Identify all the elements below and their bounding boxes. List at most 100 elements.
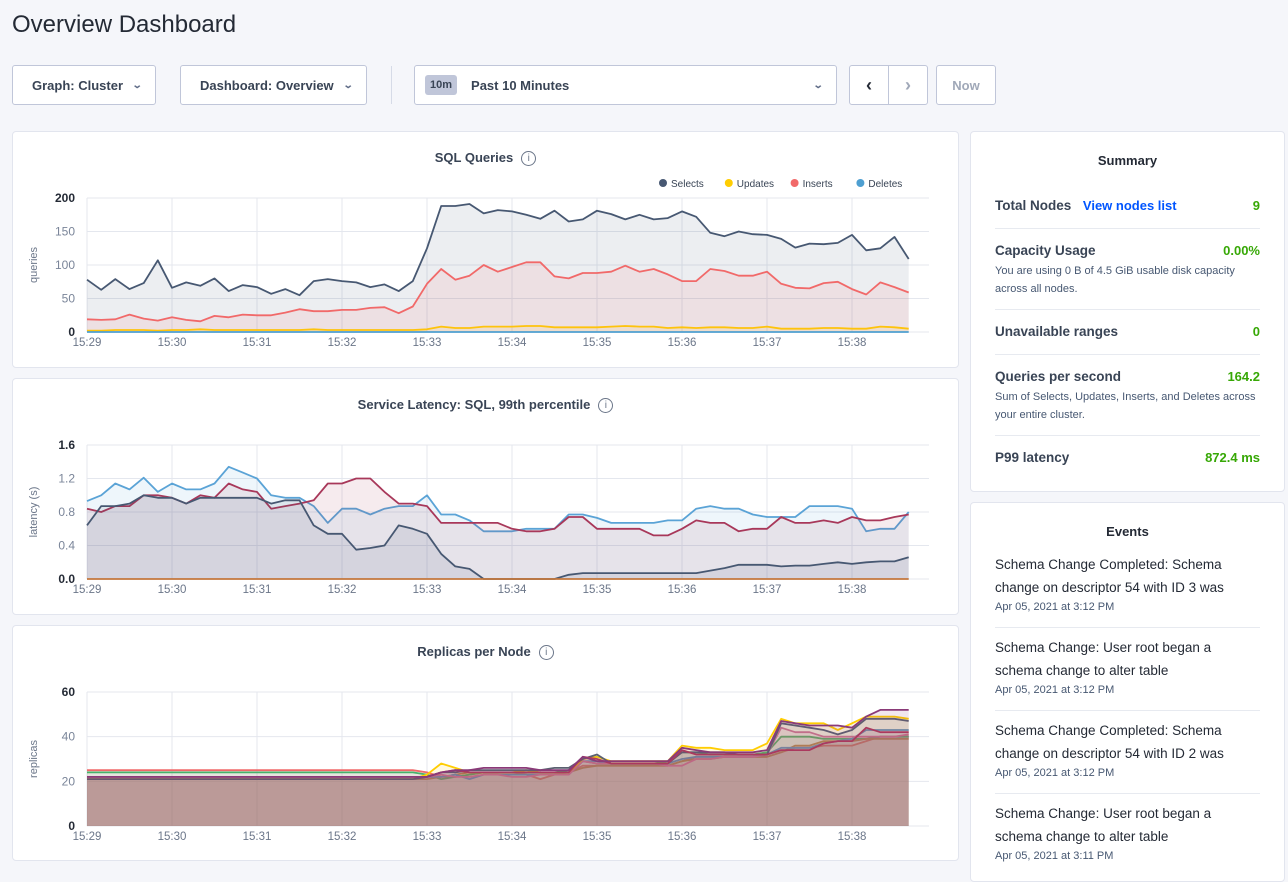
event-item[interactable]: Schema Change Completed: Schema change o… xyxy=(995,719,1260,781)
x-tick-label: 15:29 xyxy=(73,831,102,843)
event-item[interactable]: Schema Change: User root began a schema … xyxy=(995,636,1260,698)
toolbar-divider xyxy=(391,66,392,104)
series-line xyxy=(86,261,910,323)
divider xyxy=(995,710,1260,711)
x-tick-label: 15:33 xyxy=(413,584,442,596)
series-line xyxy=(87,709,909,778)
time-range-selector[interactable]: 10m Past 10 Minutes ⌄ xyxy=(414,65,837,105)
legend-marker xyxy=(724,179,733,187)
time-range-label: Past 10 Minutes xyxy=(471,77,570,93)
x-tick-label: 15:37 xyxy=(753,337,782,349)
x-tick-label: 15:38 xyxy=(838,584,867,596)
x-tick-label: 15:35 xyxy=(583,584,612,596)
info-icon[interactable]: i xyxy=(598,398,614,414)
series-line xyxy=(86,203,910,297)
x-tick-label: 15:36 xyxy=(668,831,697,843)
chevron-down-icon: ⌄ xyxy=(342,79,354,91)
capacity-label: Capacity Usage xyxy=(995,243,1096,258)
x-tick-label: 15:32 xyxy=(328,584,357,596)
series-area xyxy=(87,262,909,332)
y-tick-label: 0.8 xyxy=(58,505,75,519)
info-icon[interactable]: i xyxy=(521,151,537,167)
legend-marker xyxy=(856,179,865,187)
y-tick-label: 50 xyxy=(62,292,76,306)
event-item[interactable]: Schema Change Completed: Schema change o… xyxy=(995,553,1260,615)
legend-label: Deletes xyxy=(868,179,902,190)
series-area xyxy=(87,204,909,332)
divider xyxy=(995,309,1260,310)
divider xyxy=(995,793,1260,794)
event-item[interactable]: Schema Change: User root began a schema … xyxy=(995,802,1260,864)
total-nodes-row: Total Nodes View nodes list 9 xyxy=(995,198,1260,213)
chart-title: Replicas per Node i xyxy=(13,644,958,661)
view-nodes-link[interactable]: View nodes list xyxy=(1082,198,1177,213)
qps-description: Sum of Selects, Updates, Inserts, and De… xyxy=(995,391,1256,421)
divider xyxy=(995,627,1260,628)
chart-title-text: SQL Queries xyxy=(434,150,514,165)
qps-value: 164.2 xyxy=(1227,369,1260,384)
y-tick-label: 150 xyxy=(55,225,75,239)
dashboard-selector[interactable]: Dashboard: Overview ⌄ xyxy=(180,65,367,105)
series-line xyxy=(87,717,909,781)
series-line xyxy=(86,465,910,533)
event-text: Schema Change: User root began a schema … xyxy=(995,806,1212,844)
y-tick-label: 20 xyxy=(62,774,76,788)
summary-title: Summary xyxy=(1097,153,1158,168)
summary-panel: Summary Total Nodes View nodes list 9 Ca… xyxy=(970,131,1285,492)
info-icon[interactable]: i xyxy=(538,645,554,661)
now-button[interactable]: Now xyxy=(936,65,996,105)
graph-selector-label: Graph: Cluster xyxy=(32,77,124,93)
chart-title-text: Replicas per Node xyxy=(417,644,531,659)
event-text: Schema Change Completed: Schema change o… xyxy=(995,557,1224,595)
divider xyxy=(995,354,1260,355)
chart-title: SQL Queries i xyxy=(13,150,958,167)
time-range-tag: 10m xyxy=(425,75,458,95)
y-axis-label: replicas xyxy=(28,740,40,778)
capacity-description: You are using 0 B of 4.5 GiB usable disk… xyxy=(995,265,1235,295)
unavailable-ranges-value: 0 xyxy=(1252,324,1260,339)
series-line xyxy=(87,325,909,332)
y-tick-label: 0 xyxy=(68,325,75,339)
x-tick-label: 15:29 xyxy=(73,337,102,349)
total-nodes-label: Total Nodes xyxy=(995,198,1072,213)
unavailable-ranges-row: Unavailable ranges 0 xyxy=(995,324,1260,339)
page-title: Overview Dashboard xyxy=(12,11,237,38)
event-text: Schema Change Completed: Schema change o… xyxy=(995,723,1224,761)
dashboard-selector-label: Dashboard: Overview xyxy=(200,77,334,93)
sql-queries-chart: 0 50 100 150 200 15:29 15:30 15:31 15:32 15:33 15:… xyxy=(28,179,929,349)
y-tick-label: 40 xyxy=(62,730,76,744)
x-tick-label: 15:32 xyxy=(328,337,357,349)
capacity-row: Capacity Usage 0.00% You are using 0 B o… xyxy=(995,243,1260,298)
divider xyxy=(995,228,1260,229)
chevron-right-icon: › xyxy=(905,74,911,95)
qps-row: Queries per second 164.2 Sum of Selects,… xyxy=(995,369,1260,424)
divider xyxy=(995,435,1260,436)
total-nodes-value: 9 xyxy=(1252,198,1260,213)
graph-selector[interactable]: Graph: Cluster ⌄ xyxy=(12,65,156,105)
unavailable-ranges-label: Unavailable ranges xyxy=(995,324,1119,339)
next-time-button[interactable]: › xyxy=(888,65,928,105)
chart-title: Service Latency: SQL, 99th percentile i xyxy=(13,397,958,414)
y-axis-label: queries xyxy=(28,246,40,283)
x-tick-label: 15:31 xyxy=(243,337,272,349)
y-tick-label: 200 xyxy=(55,191,75,205)
x-tick-label: 15:36 xyxy=(668,337,697,349)
legend-label: Selects xyxy=(671,179,704,190)
event-time: Apr 05, 2021 at 3:12 PM xyxy=(995,684,1115,696)
y-tick-label: 0.0 xyxy=(58,572,75,586)
event-time: Apr 05, 2021 at 3:12 PM xyxy=(995,601,1115,613)
previous-time-button[interactable]: ‹ xyxy=(849,65,889,105)
replicas-chart: 0 20 40 60 15:29 15:30 15:31 15:32 15:33 15:34 15:… xyxy=(28,685,929,843)
event-time: Apr 05, 2021 at 3:12 PM xyxy=(995,767,1115,779)
x-tick-label: 15:31 xyxy=(243,584,272,596)
x-tick-label: 15:34 xyxy=(498,337,527,349)
p99-row: P99 latency 872.4 ms xyxy=(995,450,1260,465)
chart-title-text: Service Latency: SQL, 99th percentile xyxy=(357,397,591,412)
legend-marker xyxy=(790,179,799,187)
events-panel: Events Schema Change Completed: Schema c… xyxy=(970,502,1285,882)
replicas-panel: Replicas per Node i 0 20 40 60 15:29 15:30 15:3… xyxy=(12,625,959,861)
series-area xyxy=(87,495,909,579)
qps-label: Queries per second xyxy=(995,369,1122,384)
legend-marker xyxy=(659,179,667,187)
y-tick-label: 60 xyxy=(62,685,76,699)
